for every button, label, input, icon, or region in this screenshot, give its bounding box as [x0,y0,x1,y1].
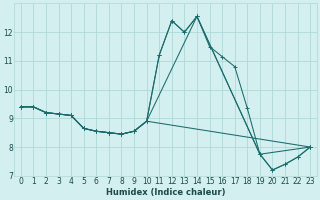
X-axis label: Humidex (Indice chaleur): Humidex (Indice chaleur) [106,188,225,197]
